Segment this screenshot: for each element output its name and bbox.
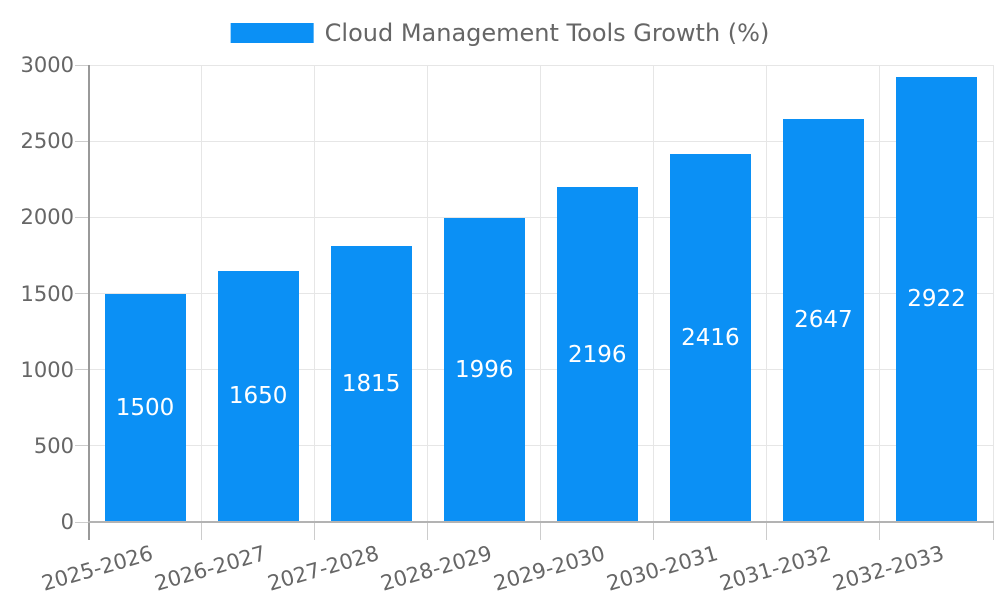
- x-tick: [879, 523, 881, 540]
- bar-value-label: 2647: [794, 307, 853, 334]
- legend-swatch: [230, 23, 314, 43]
- x-axis-line: [88, 521, 994, 523]
- legend-item[interactable]: Cloud Management Tools Growth (%): [230, 19, 770, 47]
- bar-2025-2026: 1500: [104, 293, 186, 522]
- x-tick: [992, 523, 994, 540]
- gridline-vertical: [992, 65, 994, 522]
- bar-value-label: 2922: [907, 286, 966, 313]
- gridline-vertical: [314, 65, 316, 522]
- gridline-vertical: [653, 65, 655, 522]
- gridline-vertical: [540, 65, 542, 522]
- y-tick: [75, 293, 88, 294]
- plot-area: 1500 1650 1815 1996 2196 2416 2647 2922: [88, 64, 994, 522]
- legend-label: Cloud Management Tools Growth (%): [324, 19, 770, 47]
- bar-2029-2030: 2196: [556, 187, 638, 522]
- x-tick: [653, 523, 655, 540]
- y-tick-label: 2000: [20, 205, 74, 230]
- bar-value-label: 1815: [341, 370, 401, 397]
- bar-2027-2028: 1815: [330, 245, 412, 522]
- y-tick: [75, 521, 88, 523]
- y-tick-label: 1500: [20, 281, 74, 306]
- y-tick-label: 1000: [20, 357, 74, 382]
- gridline-vertical: [766, 65, 768, 522]
- y-tick-label: 500: [33, 433, 74, 458]
- bar-value-label: 1650: [228, 383, 288, 410]
- bar-value-label: 2416: [681, 324, 740, 351]
- y-tick: [75, 216, 88, 218]
- bar-2028-2029: 1996: [443, 217, 525, 522]
- gridline-vertical: [879, 65, 881, 522]
- y-tick: [75, 64, 88, 66]
- bar-value-label: 1500: [115, 394, 175, 421]
- bar-value-label: 2196: [568, 341, 627, 368]
- gridline-vertical: [201, 65, 203, 522]
- bar-2032-2033: 2922: [895, 76, 977, 522]
- y-tick: [75, 369, 88, 371]
- y-tick-label: 3000: [20, 53, 74, 77]
- legend: Cloud Management Tools Growth (%): [230, 19, 770, 47]
- x-tick: [766, 523, 768, 540]
- x-tick: [314, 523, 316, 540]
- y-tick-label: 0: [60, 510, 74, 534]
- bar-2030-2031: 2416: [669, 153, 751, 522]
- bar-2026-2027: 1650: [217, 270, 299, 522]
- x-tick: [540, 523, 542, 540]
- y-tick-label: 2500: [20, 129, 74, 154]
- y-tick: [75, 140, 88, 142]
- y-axis-line: [88, 65, 90, 540]
- y-tick: [75, 445, 88, 447]
- gridline-vertical: [427, 65, 429, 522]
- bar-2031-2032: 2647: [782, 118, 864, 522]
- x-tick: [201, 523, 203, 540]
- x-tick: [427, 523, 429, 540]
- bar-value-label: 1996: [454, 356, 514, 383]
